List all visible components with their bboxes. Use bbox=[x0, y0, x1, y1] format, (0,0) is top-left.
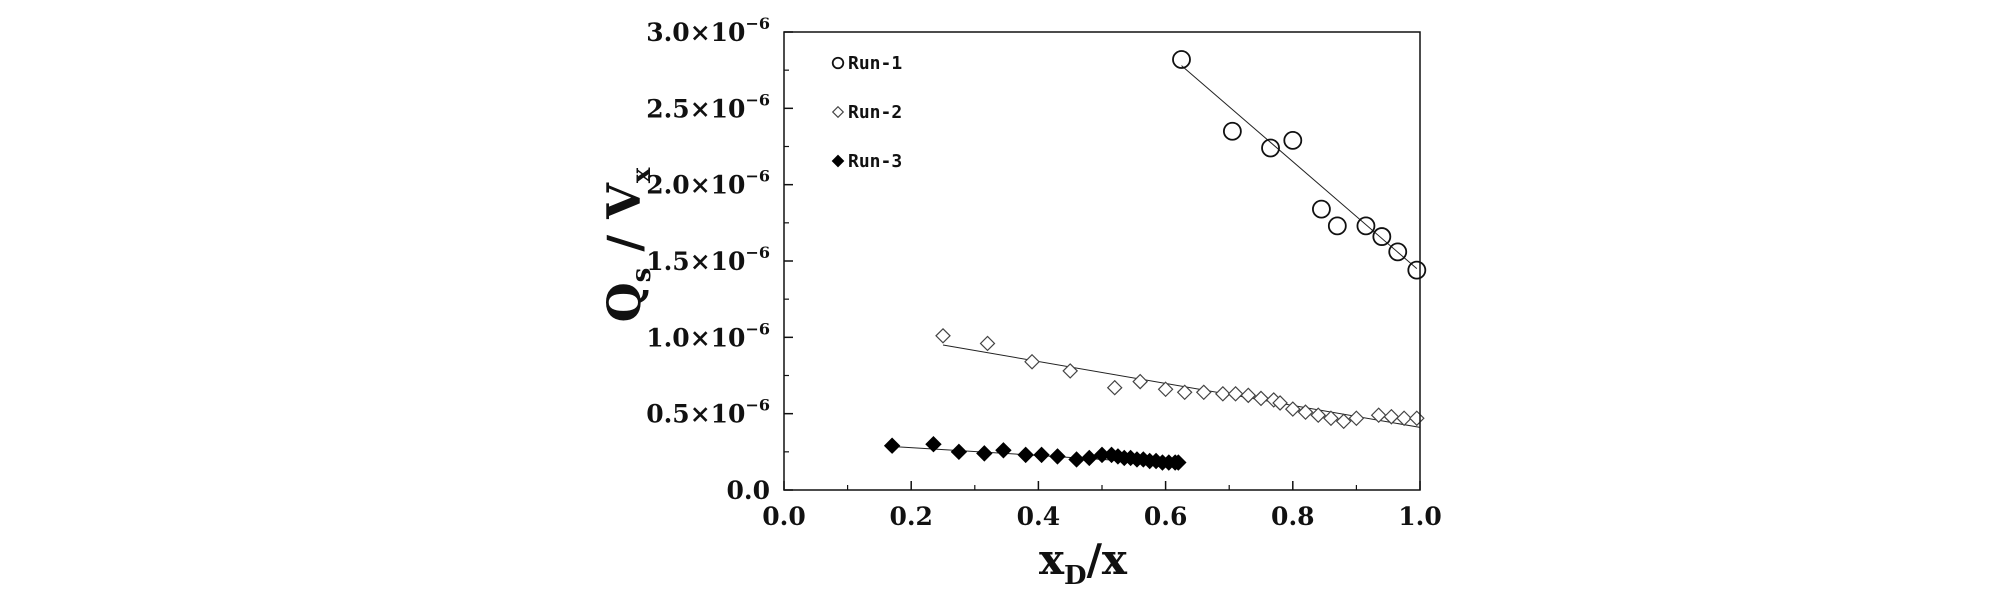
x-tick-label: 1.0 bbox=[1398, 502, 1442, 531]
x-axis-title: xD/x bbox=[1039, 535, 1128, 591]
run-1-point bbox=[1407, 260, 1427, 280]
x-tick-label: 0.2 bbox=[889, 502, 933, 531]
run-2-fit-line bbox=[942, 344, 1421, 428]
run-3-point bbox=[1049, 448, 1066, 465]
run-3-point bbox=[950, 443, 968, 461]
run-1-point bbox=[1388, 242, 1408, 262]
plot-frame bbox=[783, 31, 1421, 491]
plot-area-border bbox=[783, 31, 1421, 491]
x-tick-label: 0.4 bbox=[1017, 502, 1061, 531]
run-2-point bbox=[1408, 410, 1425, 427]
data-markers bbox=[883, 50, 1427, 471]
run-1-point bbox=[1372, 227, 1392, 246]
fit-lines bbox=[892, 65, 1421, 465]
run-2-point bbox=[1106, 379, 1123, 396]
run-2-point bbox=[1157, 381, 1174, 398]
run-1-point bbox=[1356, 216, 1376, 236]
run-2-point bbox=[1227, 385, 1244, 402]
run-2-point bbox=[1132, 373, 1149, 390]
run-3-point bbox=[995, 442, 1012, 459]
legend-marker-run-2 bbox=[831, 105, 845, 119]
run-2-point bbox=[979, 335, 996, 352]
y-tick-label: 2.0×10−6 bbox=[646, 167, 770, 200]
run-1-point bbox=[1327, 216, 1347, 236]
run-2-point bbox=[1383, 408, 1400, 425]
run-3-point bbox=[1017, 446, 1034, 464]
run-3-point bbox=[976, 445, 993, 462]
y-axis-title: Qs / Vx bbox=[597, 167, 657, 322]
y-axis-ticks: 0.0 0.5×10−6 1.0×10−6 1.5×10−6 2.0×10−6 2.5×1… bbox=[646, 14, 793, 505]
run-1-point bbox=[1172, 50, 1191, 69]
run-3-point bbox=[925, 435, 942, 453]
run-1-point bbox=[1261, 138, 1280, 158]
x-axis-ticks: 0.0 0.2 0.4 0.6 0.8 1.0 bbox=[762, 481, 1442, 531]
run-1-fit-line bbox=[1181, 65, 1418, 270]
x-tick-label: 0.0 bbox=[762, 502, 806, 531]
x-tick-label: 0.8 bbox=[1271, 502, 1315, 531]
y-tick-label: 0.5×10−6 bbox=[646, 396, 770, 429]
run-2-point bbox=[1272, 395, 1288, 411]
run-1-point bbox=[1312, 199, 1331, 219]
run-3-point bbox=[883, 437, 901, 454]
x-tick-label: 0.6 bbox=[1144, 502, 1188, 531]
y-tick-label: 0.0 bbox=[727, 476, 771, 505]
run-2-point bbox=[1024, 353, 1040, 370]
run-1-point bbox=[1222, 121, 1242, 141]
run-3-point bbox=[1170, 454, 1187, 471]
run-2-point bbox=[1195, 384, 1212, 401]
run-2-point bbox=[1253, 390, 1269, 407]
run-2-point bbox=[1297, 404, 1314, 420]
legend-marker-run-1 bbox=[831, 56, 845, 70]
run-2-point bbox=[1176, 384, 1193, 401]
run-3-point bbox=[1033, 446, 1050, 464]
legend: Run-1 Run-2 Run-3 bbox=[831, 53, 902, 172]
legend-marker-run-3 bbox=[831, 154, 845, 168]
y-tick-label: 3.0×10−6 bbox=[646, 14, 770, 47]
run-2-point bbox=[1348, 410, 1365, 427]
run-2-point bbox=[1284, 401, 1301, 417]
y-tick-label: 1.5×10−6 bbox=[646, 243, 770, 276]
legend-label-run-3: Run-3 bbox=[848, 151, 902, 172]
run-2-point bbox=[1310, 407, 1327, 424]
run-2-point bbox=[1323, 410, 1339, 427]
run-2-point bbox=[1370, 407, 1387, 424]
run-2-point bbox=[1240, 387, 1257, 404]
run-3-point bbox=[1081, 449, 1098, 467]
run-2-point bbox=[1062, 363, 1079, 379]
legend-label-run-2: Run-2 bbox=[848, 102, 902, 123]
run-2-point bbox=[935, 327, 951, 344]
run-2-point bbox=[1214, 385, 1231, 402]
legend-label-run-1: Run-1 bbox=[848, 53, 902, 74]
y-tick-label: 2.5×10−6 bbox=[646, 90, 770, 123]
run-2-point bbox=[1335, 413, 1352, 430]
y-tick-label: 1.0×10−6 bbox=[646, 319, 770, 352]
run-1-point bbox=[1283, 130, 1303, 150]
run-3-point bbox=[1068, 451, 1085, 468]
run-2-point bbox=[1396, 410, 1412, 427]
